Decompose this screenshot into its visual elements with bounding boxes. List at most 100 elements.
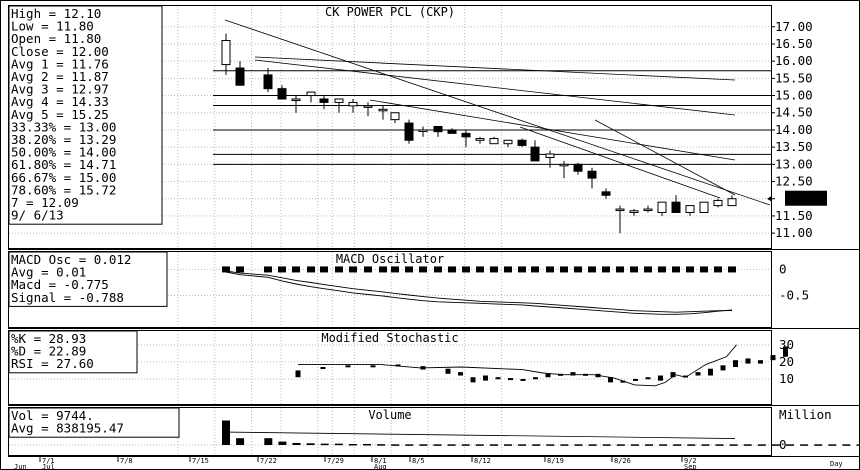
price-info-line: Low = 11.80 [11,19,94,34]
price-info-line: Close = 12.00 [11,44,109,59]
stoch-k-bar [708,368,713,376]
price-info-line: Avg 5 = 15.25 [11,107,109,122]
stoch-k-bar [745,358,751,364]
candle-body [390,112,400,121]
price-tick-label: 16.00 [775,53,813,68]
x-tick-label: 7/29 [327,457,344,465]
macd-histogram-bar [574,266,582,273]
stoch-k-bar [570,372,576,376]
volume-info-line: Vol = 9744. [11,408,94,423]
macd-histogram-bar [658,266,666,273]
stoch-k-bar [633,378,638,381]
volume-bar [518,444,527,446]
stoch-tick-label: 30 [779,337,794,352]
stoch-k-bar [720,365,726,371]
candle-body [517,139,527,146]
candle-body [433,126,443,133]
x-month-label: Jul [42,463,55,470]
macd-histogram-bar [364,266,372,273]
candle-body [418,129,428,132]
x-tick-label: 8/26 [614,457,631,465]
stoch-k-bar [683,375,688,378]
trend-line [254,59,736,116]
trend-line [369,99,736,161]
stoch-k-bar [458,372,463,376]
candle-body [235,67,245,86]
price-info-line: 33.33% = 13.00 [11,119,116,134]
candle-body [334,98,344,103]
volume-bar [574,444,583,446]
macd-tick-label: 0 [779,261,787,276]
volume-bar [433,444,442,446]
macd-histogram-bar [320,266,328,273]
stoch-k-bar [533,377,538,380]
volume-bar [743,444,752,446]
macd-histogram-bar [222,266,230,273]
volume-bar [828,444,837,446]
macd-histogram-bar [644,266,652,273]
price-info-line: 66.67% = 15.00 [11,170,116,185]
stoch-k-bar [445,368,451,374]
price-tick-label: 14.00 [775,122,813,137]
volume-bar [489,444,498,446]
volume-bar [292,442,301,445]
stoch-k-bar [495,377,501,380]
candle-body [221,40,231,66]
candle-body [291,98,301,101]
volume-bar [630,444,639,446]
macd-histogram-bar [728,266,736,273]
candle-body [277,88,287,100]
stoch-tick-label: 20 [779,354,794,369]
volume-bar [786,444,794,446]
candle-body [348,101,358,107]
stoch-d-line [298,344,737,387]
candle-body [657,201,667,213]
x-unit-label: Day [830,460,843,468]
stoch-info-line: %K = 28.93 [11,331,86,346]
macd-info-line: Avg = 0.01 [11,265,86,280]
candle-body [447,129,457,134]
price-info-line: High = 12.10 [11,6,101,21]
stoch-k-bar [608,377,613,383]
macd-histogram-bar [531,266,539,273]
candle-body [713,199,723,207]
volume-avg-line [225,431,736,439]
candle-body [530,146,540,162]
macd-histogram-bar [546,266,554,273]
price-tick-label: 11.00 [775,225,813,240]
stoch-k-bar [658,375,663,381]
price-tick-label: 15.50 [775,70,813,85]
macd-histogram-bar [560,266,568,273]
volume-bar [461,444,470,446]
trend-line [224,19,771,206]
macd-histogram-bar [236,266,244,273]
candle-body [601,191,611,196]
candle-body [615,208,625,212]
x-tick-label: 8/1 [374,457,387,465]
macd-histogram-bar [349,266,357,273]
candle-body [671,201,681,213]
volume-tick-label: 0 [779,437,787,452]
current-price-marker [785,190,827,206]
volume-bar [475,444,484,446]
macd-histogram-bar [307,266,315,273]
macd-histogram-bar [616,266,624,273]
volume-bar [532,444,541,446]
volume-bar [278,441,287,445]
stoch-k-bar [645,377,651,380]
macd-histogram-bar [278,266,286,273]
trend-line [519,126,721,199]
price-tick-label: 14.50 [775,105,813,120]
macd-histogram-bar [448,266,456,273]
candle-body [363,105,373,108]
stoch-k-bar [770,355,776,361]
x-tick-label: 7/8 [120,457,133,465]
macd-info-line: Macd = -0.775 [11,277,109,292]
volume-bar [856,444,860,446]
stoch-k-bar [733,360,738,367]
candle-body [629,210,639,213]
volume-bar [391,444,400,446]
volume-bar [842,444,851,446]
volume-bar [546,444,555,446]
